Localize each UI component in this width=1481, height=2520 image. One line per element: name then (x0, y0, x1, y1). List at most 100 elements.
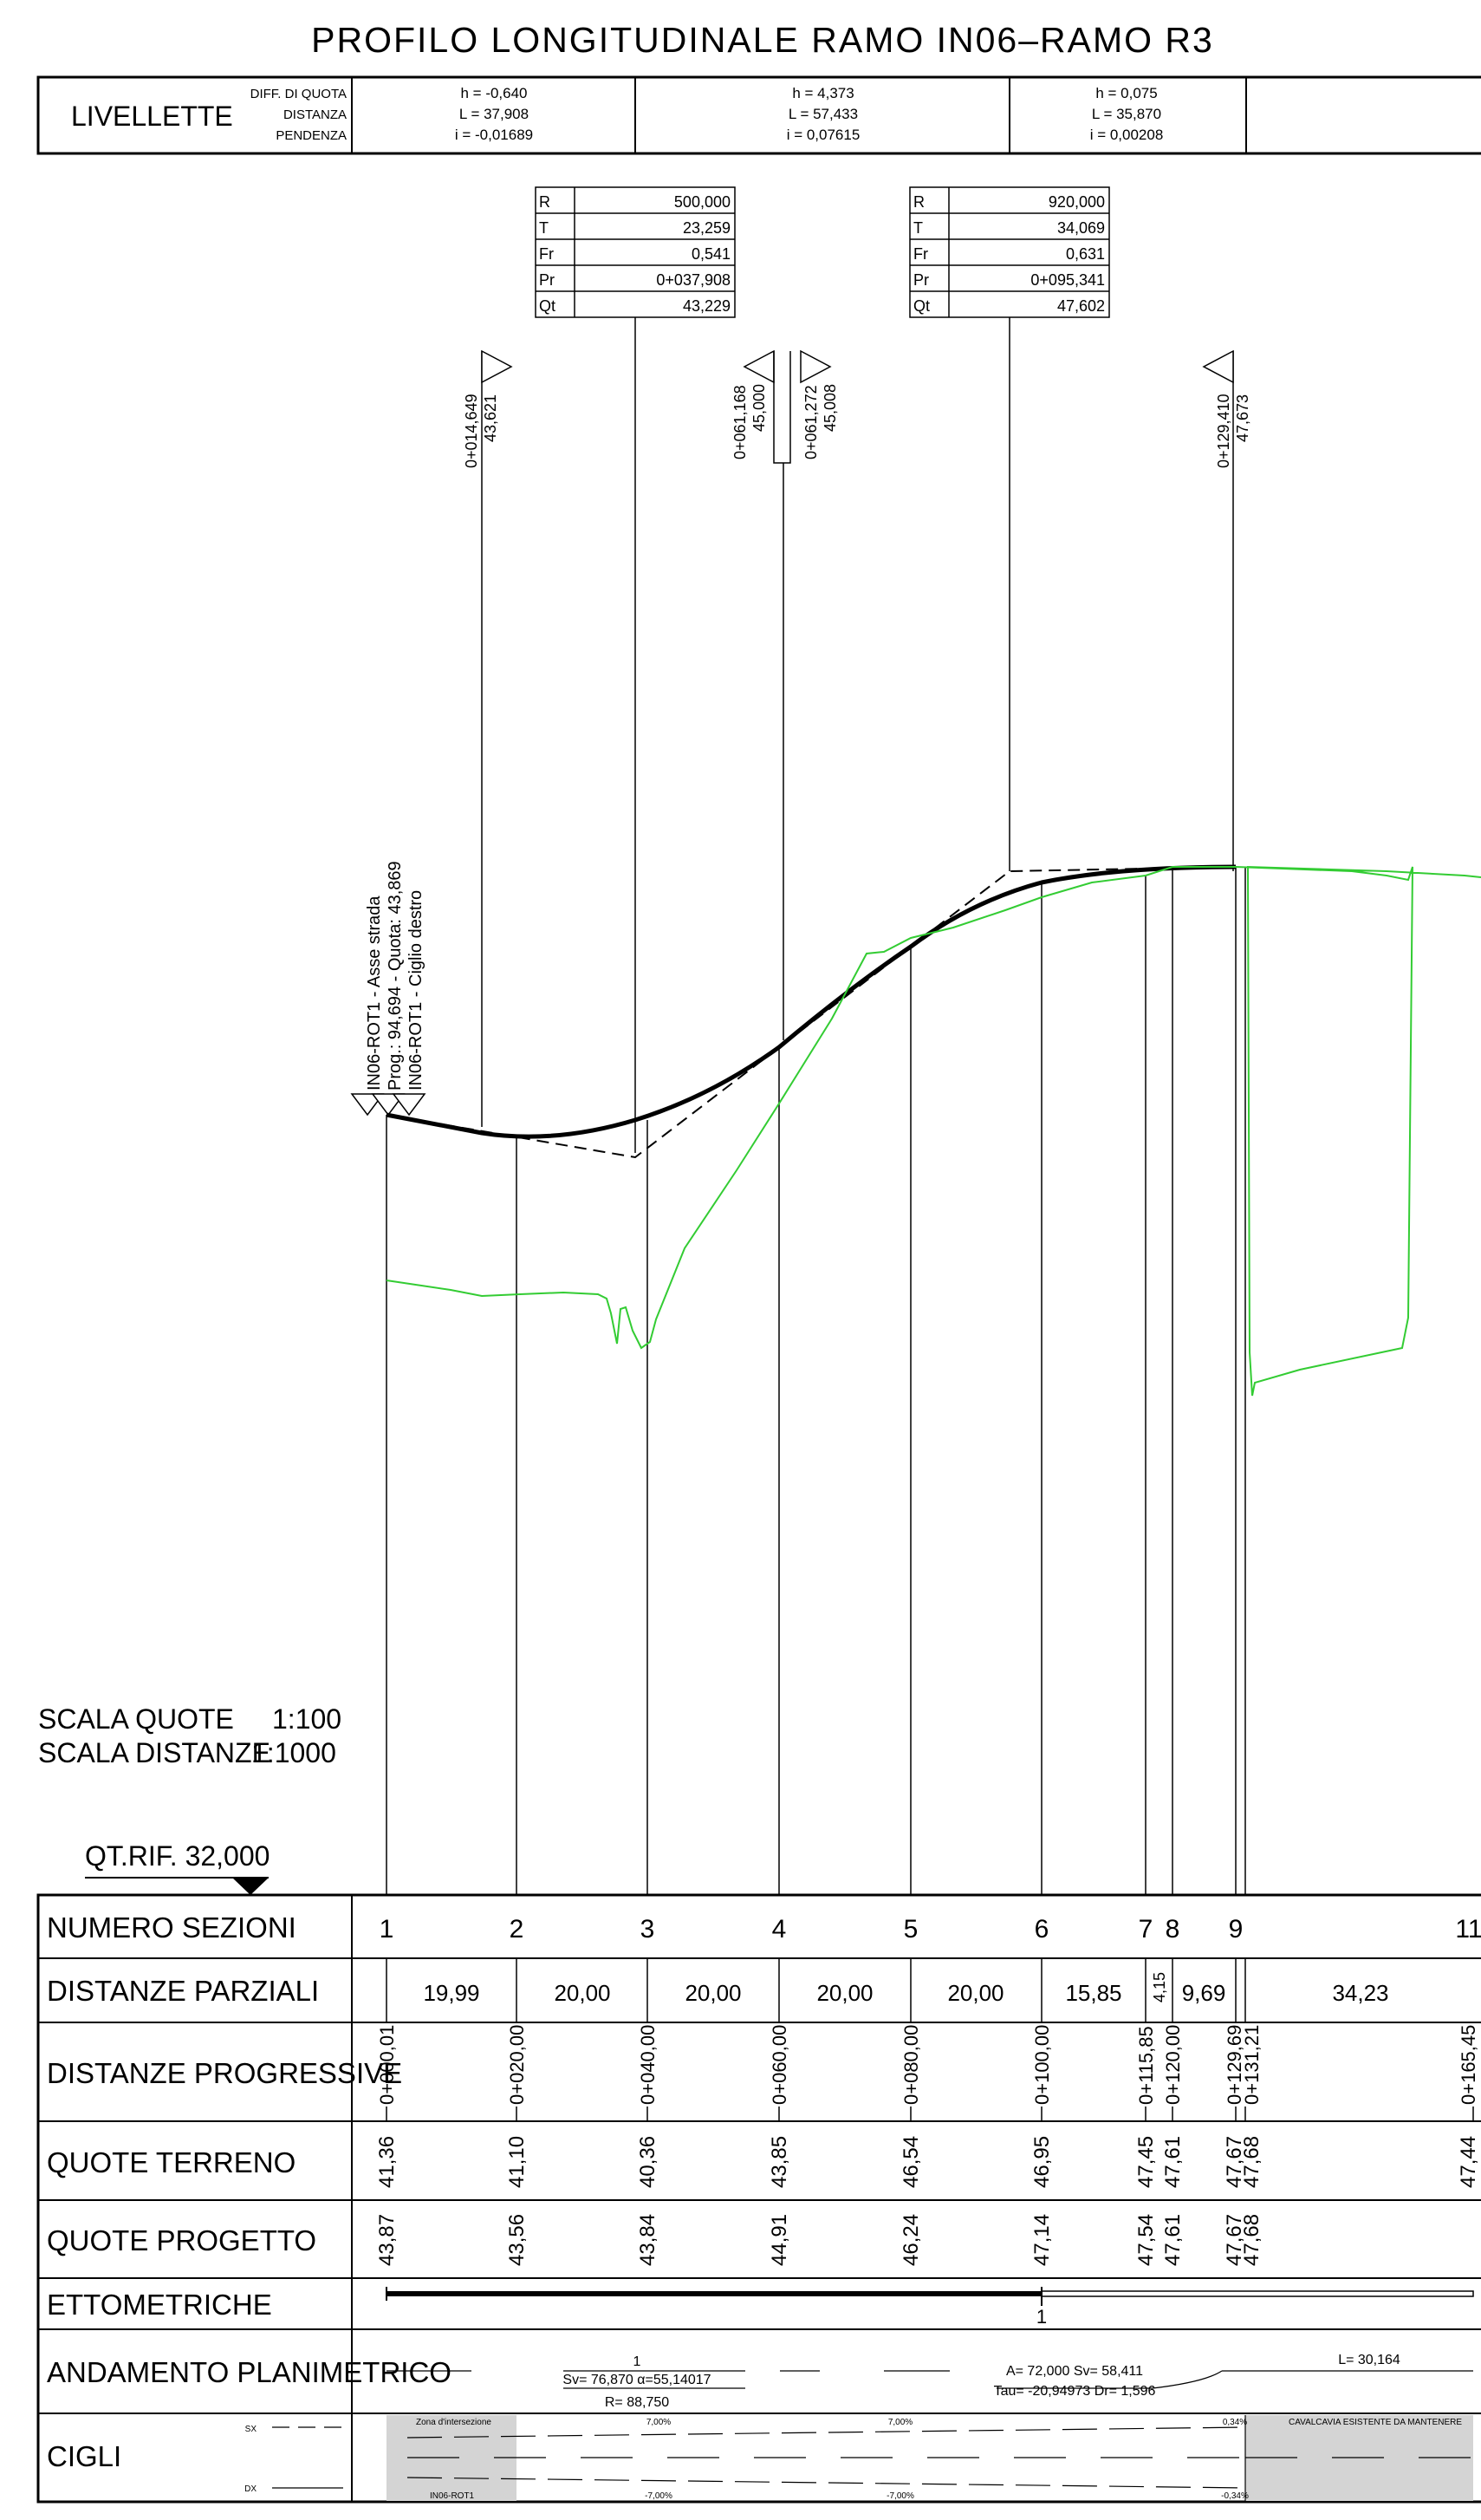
row-label-quote-progetto: QUOTE PROGETTO (47, 2224, 316, 2256)
livelletta-2-i: i = 0,07615 (787, 127, 861, 143)
vc2-val-fr: 0,631 (1066, 245, 1105, 263)
section-number: 5 (904, 1915, 919, 1944)
terrain-elevation: 47,68 (1240, 2136, 1263, 2188)
progressive-ticks (386, 2107, 1474, 2121)
start-annotation-2: Prog.: 94,694 - Quota: 43,869 (386, 861, 405, 1091)
cigli-pct-top: 7,00% (888, 2418, 913, 2427)
row-label-numero-sezioni: NUMERO SEZIONI (47, 1911, 296, 1944)
project-elevation: 47,61 (1161, 2214, 1185, 2266)
section-lines (386, 867, 1246, 1895)
marker-1-prog: 0+014,649 (463, 394, 480, 468)
project-elevation: 47,68 (1240, 2214, 1263, 2266)
marker-2 (743, 349, 832, 1040)
marker-1-quota: 43,621 (482, 394, 499, 442)
row-label-andamento-planimetrico: ANDAMENTO PLANIMETRICO (47, 2356, 451, 2388)
terrain-elevation: 46,95 (1030, 2136, 1054, 2188)
vc1-val-r: 500,000 (674, 193, 731, 211)
section-number: 4 (772, 1915, 787, 1944)
terrain-elevation: 40,36 (636, 2136, 659, 2188)
livelletta-2-l: L = 57,433 (789, 106, 858, 122)
livellette-sublabel-quota: DIFF. DI QUOTA (250, 87, 347, 101)
progressive-distance: 0+000,01 (376, 2025, 398, 2105)
section-number: 9 (1229, 1915, 1244, 1944)
marker-4 (1202, 349, 1234, 871)
cigli-dx-label: DX (244, 2484, 257, 2494)
vertical-curve-box-1: R 500,000 T 23,259 Fr 0,541 Pr 0+037,908… (535, 186, 736, 318)
partial-distance: 4,15 (1151, 1972, 1168, 2002)
vc2-val-t: 34,069 (1057, 219, 1105, 237)
terrain-profile-line (386, 865, 1481, 1397)
terrain-elevation: 47,61 (1161, 2136, 1185, 2188)
start-annotation-3: IN06-ROT1 - Ciglio destro (406, 890, 425, 1091)
livelletta-3-i: i = 0,00208 (1090, 127, 1164, 143)
planimetric-curve-number: 1 (633, 2354, 641, 2369)
section-number: 2 (510, 1915, 524, 1944)
vc2-key-t: T (913, 219, 923, 237)
vc2-key-r: R (913, 193, 925, 211)
livellette-sublabel-distanza: DISTANZA (283, 107, 347, 122)
marker-4-prog: 0+129,410 (1215, 394, 1232, 468)
progressive-distance: 0+131,21 (1241, 2025, 1263, 2105)
project-elevation: 47,54 (1134, 2214, 1158, 2266)
ettometriche-bar (386, 2287, 1474, 2306)
terrain-elevation: 41,36 (375, 2136, 399, 2188)
project-elevation: 44,91 (768, 2214, 791, 2266)
design-profile-line (386, 864, 1237, 1139)
vc2-key-pr: Pr (913, 271, 929, 289)
start-triangles (350, 1093, 426, 1117)
section-number: 6 (1035, 1915, 1049, 1944)
cigli-sx-label: SX (245, 2425, 257, 2434)
vc2-val-pr: 0+095,341 (1030, 271, 1105, 289)
vc1-val-qt: 43,229 (683, 297, 731, 315)
scale-quote-label: SCALA QUOTE (38, 1703, 234, 1735)
progressive-distance: 0+115,85 (1135, 2026, 1157, 2105)
livelletta-2-h: h = 4,373 (792, 85, 854, 101)
partial-distance: 20,00 (947, 1980, 1004, 2006)
drawing-title: PROFILO LONGITUDINALE RAMO IN06–RAMO R3 (311, 20, 1214, 60)
project-elevation: 43,84 (636, 2214, 659, 2266)
planimetric-clothoid-a: A= 72,000 Sv= 58,411 (1006, 2364, 1143, 2379)
vc1-key-pr: Pr (539, 271, 555, 289)
cigli-pct-bottom: -0,34% (1221, 2491, 1249, 2501)
reference-triangle (232, 1878, 269, 1895)
partial-distance: 15,85 (1065, 1980, 1121, 2006)
row-label-cigli: CIGLI (47, 2440, 121, 2472)
profile-table-grid (36, 1893, 1481, 2504)
cigli-zone-left-bottom: IN06-ROT1 (430, 2491, 475, 2501)
progressive-distance: 0+060,00 (769, 2025, 790, 2105)
livelletta-1-h: h = -0,640 (460, 85, 527, 101)
planimetric-lines (386, 2370, 1473, 2389)
marker-1 (481, 349, 513, 1127)
vc1-key-qt: Qt (539, 297, 555, 315)
section-number: 3 (640, 1915, 655, 1944)
planimetric-clothoid-tau: Tau= -20,94973 Dr= 1,596 (994, 2384, 1156, 2399)
vc2-key-fr: Fr (913, 245, 928, 263)
vc1-val-fr: 0,541 (692, 245, 731, 263)
livellette-label: LIVELLETTE (71, 101, 233, 132)
partial-distance: 20,00 (816, 1980, 873, 2006)
terrain-elevation: 47,45 (1134, 2136, 1158, 2188)
marker-2-prog: 0+061,168 (731, 385, 749, 459)
livellette-sublabel-pendenza: PENDENZA (276, 128, 347, 143)
project-elevation: 47,14 (1030, 2214, 1054, 2266)
terrain-elevation: 47,44 (1457, 2136, 1480, 2188)
section-number: 7 (1139, 1915, 1153, 1944)
vc2-val-qt: 47,602 (1057, 297, 1105, 315)
marker-4-quota: 47,673 (1234, 394, 1251, 442)
progressive-distance: 0+120,00 (1162, 2025, 1184, 2105)
scale-quote-value: 1:100 (272, 1703, 341, 1735)
row-label-distanze-progressive: DISTANZE PROGRESSIVE (47, 2057, 402, 2089)
marker-2-quota: 45,000 (750, 384, 768, 432)
vertical-curve-box-2: R 920,000 T 34,069 Fr 0,631 Pr 0+095,341… (909, 186, 1110, 318)
vc2-key-qt: Qt (913, 297, 930, 315)
tangent-polygon (386, 866, 1237, 1159)
partial-distance: 20,00 (554, 1980, 610, 2006)
livellette-table (36, 75, 1481, 155)
cigli-pct-top: 7,00% (646, 2418, 671, 2427)
vc1-key-r: R (539, 193, 550, 211)
cigli-pct-bottom: -7,00% (645, 2491, 672, 2501)
livelletta-3-l: L = 35,870 (1092, 106, 1161, 122)
terrain-elevation: 46,54 (900, 2136, 923, 2188)
project-elevation: 43,56 (505, 2214, 529, 2266)
